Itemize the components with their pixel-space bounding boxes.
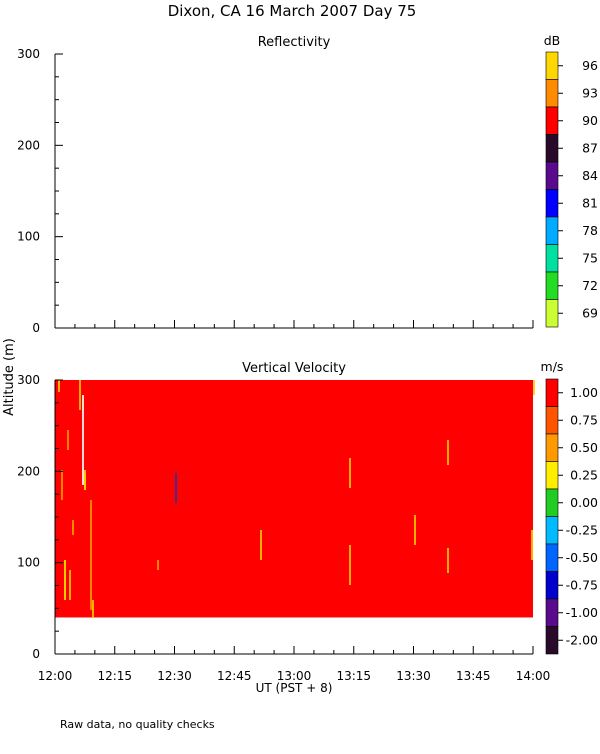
y-tick-label: 200 [17, 464, 40, 478]
velocity-streak [79, 380, 81, 410]
colorbar-label: 87 [582, 140, 598, 155]
velocity-streak [349, 545, 351, 585]
colorbar-swatch [545, 134, 559, 163]
colorbar-swatch [545, 488, 559, 517]
velocity-field [55, 380, 533, 618]
colorbar-label: -0.50 [566, 550, 598, 565]
velocity-streak [531, 530, 533, 560]
colorbar-swatch [545, 378, 559, 407]
colorbar-label: 1.00 [570, 385, 598, 400]
velocity-colorbar: 1.00 0.75 0.50 0.25 0.00 -0.25 -0.50 -0.75 -1.00… [545, 378, 598, 655]
y-tick-label: 300 [17, 47, 40, 61]
x-tick-label: 13:00 [277, 669, 312, 683]
colorbar-swatch [545, 161, 559, 190]
colorbar-label: 0.25 [570, 467, 598, 482]
velocity-streak [67, 430, 69, 450]
colorbar-swatch [545, 244, 559, 273]
colorbar-label: 69 [582, 305, 598, 320]
reflectivity-unit: dB [544, 33, 561, 48]
colorbar-swatch [545, 626, 559, 655]
x-tick-label: 12:00 [38, 669, 73, 683]
colorbar-label: 0.00 [570, 495, 598, 510]
reflectivity-axes: 0 100 200 300 [17, 47, 534, 335]
colorbar-swatch [545, 461, 559, 490]
x-tick-label: 13:30 [396, 669, 431, 683]
velocity-unit: m/s [541, 359, 564, 374]
colorbar-label: 75 [582, 250, 598, 265]
x-tick-label: 13:15 [336, 669, 371, 683]
colorbar-label: -0.25 [566, 522, 598, 537]
colorbar-label: -2.00 [566, 632, 598, 647]
reflectivity-colorbar: 96 93 90 87 84 81 78 75 72 69 [545, 51, 598, 328]
y-axis-label: Altitude (m) [2, 338, 17, 416]
velocity-streak [533, 380, 535, 395]
x-tick-label: 12:45 [217, 669, 252, 683]
x-axis-label: UT (PST + 8) [256, 681, 333, 695]
colorbar-label: -1.00 [566, 605, 598, 620]
colorbar-swatch [545, 433, 559, 462]
colorbar-label: 0.75 [570, 412, 598, 427]
velocity-streak [64, 560, 66, 600]
velocity-streak [175, 473, 177, 503]
velocity-streak [92, 600, 94, 618]
velocity-streak [414, 515, 416, 545]
velocity-streak [447, 548, 449, 573]
colorbar-label: 96 [582, 58, 598, 73]
velocity-streak [72, 520, 74, 535]
colorbar-label: 72 [582, 278, 598, 293]
x-tick-label: 14:00 [516, 669, 551, 683]
velocity-streak [447, 440, 449, 465]
colorbar-swatch [545, 189, 559, 218]
x-tick-label: 13:45 [456, 669, 491, 683]
colorbar-swatch [545, 106, 559, 135]
x-tick-label: 12:30 [157, 669, 192, 683]
colorbar-swatch [545, 216, 559, 245]
y-tick-label: 300 [17, 373, 40, 387]
velocity-streak [82, 395, 84, 485]
velocity-streak [58, 380, 60, 392]
y-tick-label: 0 [32, 647, 40, 661]
x-tick-labels: 12:00 12:15 12:30 12:45 13:00 13:15 13:30 13:45… [38, 669, 551, 683]
velocity-streak [69, 570, 71, 600]
velocity-heatmap [55, 380, 535, 618]
velocity-axes: 0 100 200 300 [17, 373, 534, 661]
colorbar-swatch [545, 406, 559, 435]
reflectivity-title: Reflectivity [258, 35, 331, 50]
colorbar-swatch [545, 571, 559, 600]
colorbar-swatch [545, 299, 559, 328]
colorbar-swatch [545, 543, 559, 572]
velocity-title: Vertical Velocity [242, 361, 346, 376]
velocity-streak [157, 560, 159, 570]
y-tick-label: 200 [17, 138, 40, 152]
y-tick-label: 100 [17, 230, 40, 244]
colorbar-label: -0.75 [566, 577, 598, 592]
colorbar-swatch [545, 51, 559, 80]
velocity-streak [260, 530, 262, 560]
colorbar-label: 90 [582, 113, 598, 128]
colorbar-label: 0.50 [570, 440, 598, 455]
x-tick-label: 12:15 [97, 669, 132, 683]
y-tick-label: 0 [32, 321, 40, 335]
footnote: Raw data, no quality checks [60, 718, 215, 731]
colorbar-swatch [545, 271, 559, 300]
reflectivity-panel: Reflectivity 0 100 200 300 dB 96 93 90 87 84 81 7… [17, 33, 598, 335]
velocity-streak [349, 458, 351, 488]
colorbar-swatch [545, 516, 559, 545]
y-tick-label: 100 [17, 556, 40, 570]
velocity-streak [61, 470, 63, 500]
velocity-streak [84, 470, 86, 490]
chart-title: Dixon, CA 16 March 2007 Day 75 [168, 2, 417, 20]
velocity-streak [90, 500, 92, 610]
colorbar-label: 78 [582, 223, 598, 238]
colorbar-label: 93 [582, 85, 598, 100]
colorbar-label: 81 [582, 195, 598, 210]
colorbar-swatch [545, 598, 559, 627]
velocity-panel: Vertical Velocity 0 100 200 300 m/s 1.00 0.7… [17, 359, 598, 661]
colorbar-swatch [545, 79, 559, 108]
colorbar-label: 84 [582, 168, 598, 183]
